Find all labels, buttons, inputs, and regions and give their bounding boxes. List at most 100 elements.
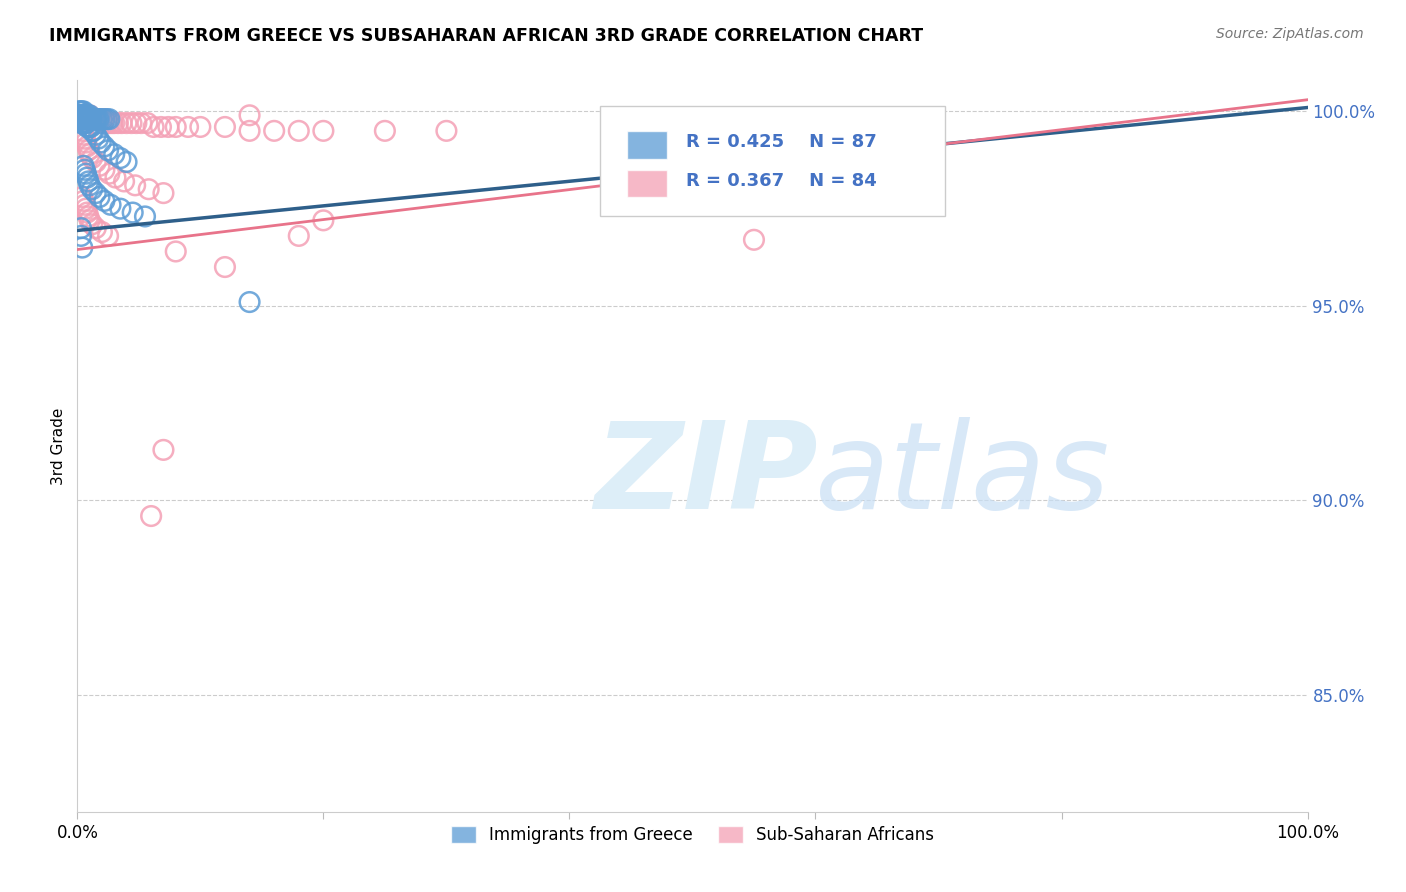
Point [121, 205, 143, 219]
Point [90, 136, 112, 150]
Point [90, 112, 114, 127]
Point [83, 112, 105, 127]
Point [72, 159, 94, 173]
Point [72, 128, 94, 142]
Point [70, 221, 93, 235]
Point [77, 144, 100, 158]
Point [82, 112, 104, 127]
Point [73, 108, 96, 122]
Point [70, 108, 93, 122]
Point [73, 112, 96, 127]
Point [70, 108, 93, 122]
Point [72, 194, 94, 208]
Point [93, 162, 115, 177]
Point [77, 108, 100, 122]
Point [69, 104, 91, 119]
Point [84, 221, 107, 235]
Point [67, 108, 90, 122]
Point [79, 112, 101, 127]
Point [96, 116, 118, 130]
Point [312, 124, 335, 138]
Point [86, 112, 108, 127]
Text: Source: ZipAtlas.com: Source: ZipAtlas.com [1216, 27, 1364, 41]
Point [70, 108, 93, 122]
Point [93, 139, 115, 153]
Point [76, 112, 98, 127]
Point [87, 112, 110, 127]
Point [374, 124, 396, 138]
Point [77, 112, 100, 127]
Point [72, 112, 94, 127]
Point [82, 112, 104, 127]
Point [239, 295, 262, 310]
Point [152, 442, 174, 457]
Point [76, 108, 98, 122]
Point [75, 108, 97, 122]
Point [77, 120, 100, 134]
Point [90, 225, 114, 239]
Point [72, 116, 94, 130]
Point [69, 112, 91, 127]
Point [82, 151, 104, 165]
Point [79, 213, 101, 227]
Point [93, 194, 115, 208]
Point [107, 116, 129, 130]
Point [80, 112, 103, 127]
Point [72, 108, 94, 122]
Point [142, 120, 165, 134]
Point [157, 120, 180, 134]
Point [87, 131, 110, 145]
Point [89, 112, 111, 127]
Point [82, 182, 104, 196]
Point [84, 112, 107, 127]
Point [87, 112, 110, 127]
Point [75, 167, 97, 181]
Point [75, 202, 97, 216]
Point [76, 139, 98, 153]
Point [312, 213, 335, 227]
Point [75, 116, 97, 130]
Point [79, 112, 101, 127]
Point [165, 244, 187, 259]
Point [121, 116, 143, 130]
Point [75, 136, 97, 150]
Point [263, 124, 285, 138]
Point [76, 112, 98, 127]
Point [73, 116, 96, 130]
FancyBboxPatch shape [627, 131, 666, 159]
Point [86, 112, 108, 127]
Point [80, 112, 103, 127]
Point [70, 112, 93, 127]
Point [136, 116, 159, 130]
Point [214, 120, 236, 134]
Point [97, 228, 120, 243]
Point [239, 108, 262, 122]
Point [72, 104, 94, 119]
Text: ZIP: ZIP [595, 417, 818, 533]
Point [73, 131, 96, 145]
Point [70, 112, 93, 127]
Point [141, 509, 163, 524]
FancyBboxPatch shape [600, 106, 945, 216]
Text: R = 0.367    N = 84: R = 0.367 N = 84 [686, 172, 877, 190]
Point [138, 182, 160, 196]
Point [70, 241, 93, 255]
Point [100, 198, 122, 212]
Point [104, 170, 127, 185]
Point [84, 186, 107, 200]
Point [103, 116, 125, 130]
Point [89, 159, 111, 173]
Point [110, 202, 132, 216]
Point [97, 144, 120, 158]
Point [70, 108, 93, 122]
Point [79, 178, 101, 193]
Point [82, 112, 104, 127]
Point [82, 124, 104, 138]
Point [73, 112, 96, 127]
Point [82, 112, 104, 127]
Point [124, 178, 146, 193]
Point [165, 120, 187, 134]
Point [79, 108, 101, 122]
Point [76, 108, 98, 122]
Point [79, 108, 101, 122]
